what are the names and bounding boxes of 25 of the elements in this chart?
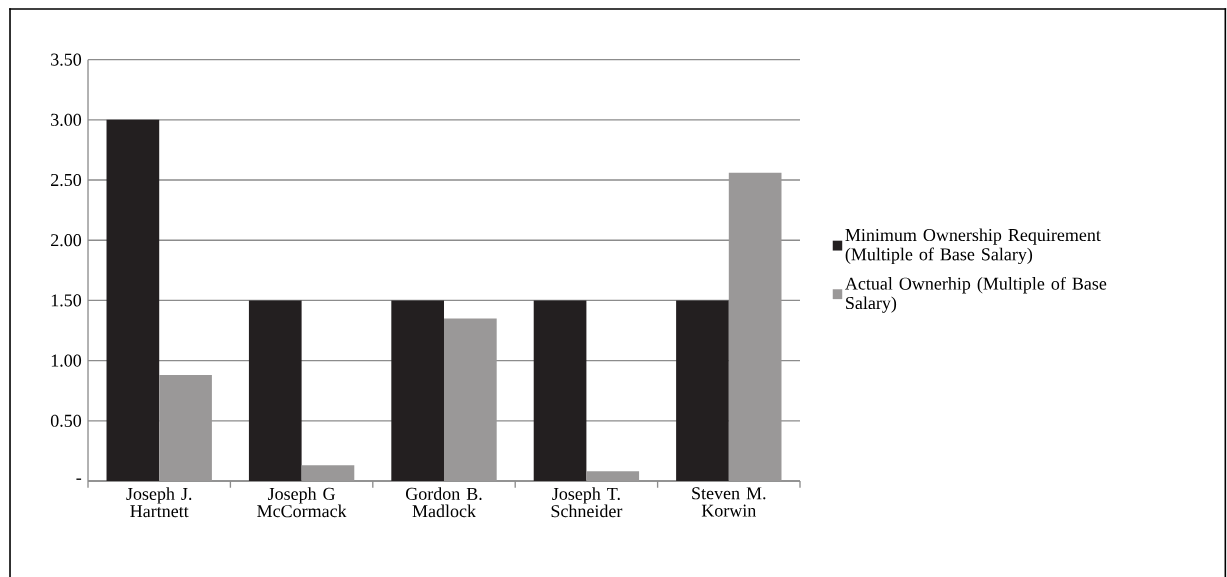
bar	[248, 300, 302, 481]
y-tick-label: 3.00	[51, 113, 82, 126]
bar	[106, 119, 160, 481]
bar	[444, 318, 497, 481]
bar	[301, 465, 355, 481]
x-tick-label: Joseph T. Schneider	[551, 487, 623, 518]
bar	[533, 300, 587, 481]
y-tick-label: 3.50	[51, 53, 82, 66]
x-tick-label: Joseph J. Hartnett	[126, 487, 192, 518]
x-tick-label: Steven M. Korwin	[692, 487, 766, 517]
bar	[676, 300, 729, 481]
x-tick-label: Joseph G McCormack	[257, 487, 347, 518]
x-tick-label: Gordon B. Madlock	[405, 487, 482, 518]
y-tick-label: -	[76, 478, 82, 480]
bar	[586, 471, 640, 481]
bar	[159, 375, 212, 481]
legend-label: Minimum Ownership Requirement (Multiple of Base Salary)	[845, 228, 1101, 265]
legend-label: Actual Ownerhip (Multiple of Base Salary)	[845, 276, 1107, 313]
y-tick-label: 2.50	[51, 173, 82, 187]
y-tick-label: 1.00	[51, 354, 82, 367]
y-tick-label: 0.50	[50, 414, 82, 427]
bar	[728, 172, 782, 481]
y-tick-label: 1.50	[51, 294, 82, 307]
bar	[391, 300, 445, 481]
y-tick-label: 2.00	[51, 234, 82, 247]
